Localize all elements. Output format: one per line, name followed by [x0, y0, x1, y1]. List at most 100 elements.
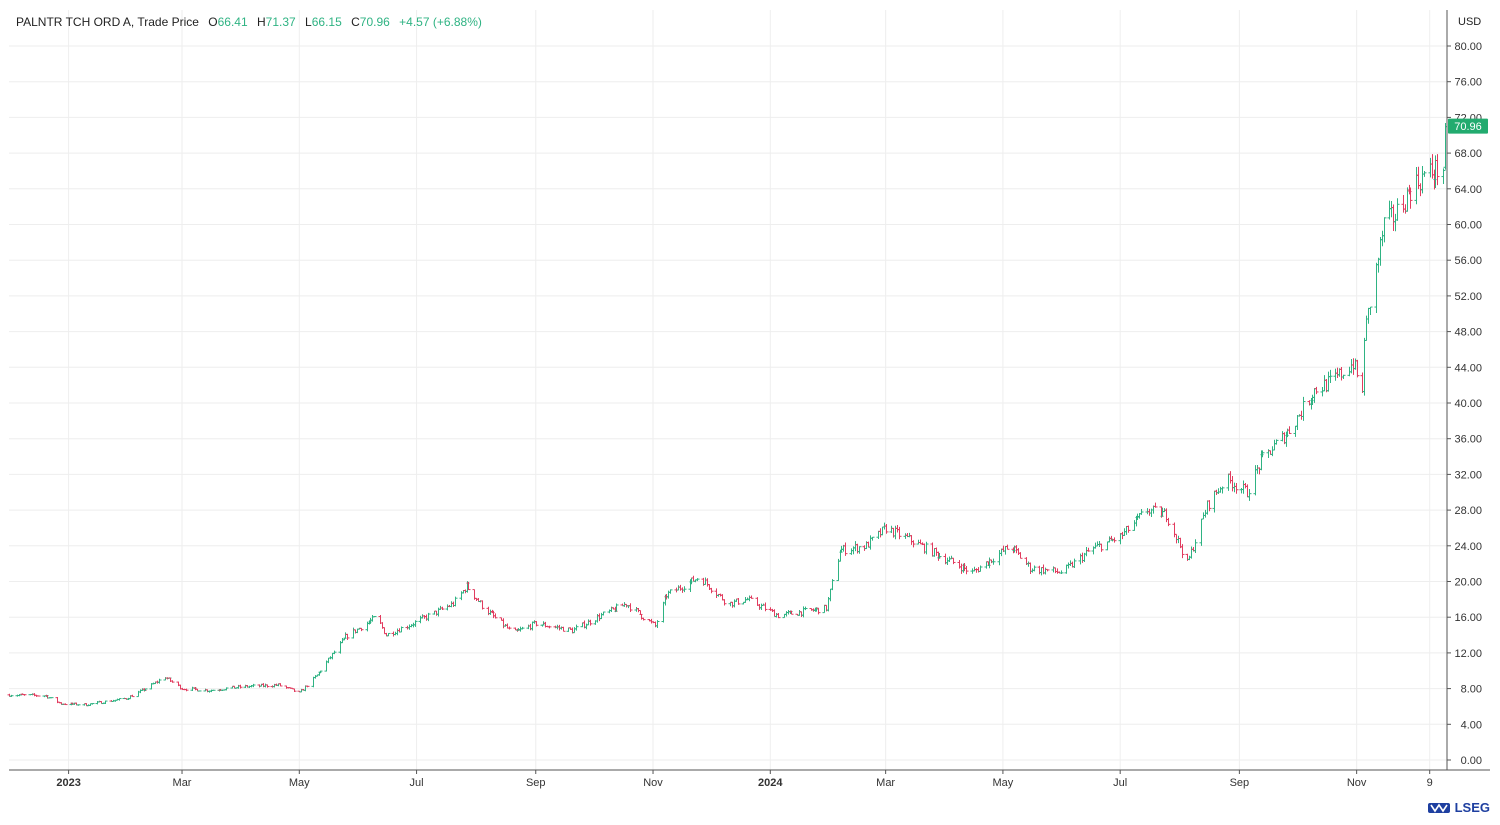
ohlc-bar [973, 567, 977, 571]
ohlc-bar [756, 597, 760, 606]
ohlc-bar [1406, 187, 1410, 211]
ohlc-bar [890, 526, 894, 533]
ohlc-bar [1208, 500, 1212, 511]
ohlc-bar [1004, 546, 1008, 555]
ohlc-bar [1281, 431, 1285, 441]
ohlc-bar [527, 625, 531, 630]
ohlc-bar [729, 602, 733, 606]
grid-lines [9, 10, 1447, 770]
ohlc-bar [1119, 533, 1123, 544]
ohlc-bar [1323, 375, 1327, 391]
ohlc-bar [931, 542, 935, 556]
ohlc-bar [896, 525, 900, 533]
ohlc-bar [279, 683, 283, 686]
ohlc-bar [400, 627, 404, 633]
ohlc-bar [314, 675, 318, 678]
ohlc-bar [1229, 471, 1233, 483]
ohlc-bar [904, 533, 908, 539]
ohlc-bar [331, 653, 335, 659]
open-value: 66.41 [218, 15, 248, 29]
ohlc-bar [1113, 537, 1117, 542]
ohlc-bar [529, 624, 533, 630]
ohlc-bar [1296, 415, 1300, 430]
open-label: O [208, 15, 217, 29]
ohlc-bar [804, 607, 808, 611]
ohlc-bar [1188, 556, 1192, 560]
ohlc-bar [654, 622, 658, 628]
ohlc-bar [548, 626, 552, 629]
y-tick-label: 0.00 [1461, 755, 1482, 767]
ohlc-bar [264, 684, 268, 688]
ohlc-bar [910, 535, 914, 545]
ohlc-bar [33, 693, 37, 696]
high-value: 71.37 [266, 15, 296, 29]
ohlc-bar [669, 589, 673, 593]
ohlc-bar [212, 690, 216, 691]
ohlc-bar [1033, 565, 1037, 571]
ohlc-bar [715, 588, 719, 598]
ohlc-bar [831, 579, 835, 590]
ohlc-bar [252, 684, 256, 687]
ohlc-bar [656, 620, 660, 628]
ohlc-bar [677, 585, 681, 590]
ohlc-bar [1275, 439, 1279, 444]
ohlc-bar [1244, 483, 1248, 488]
instrument-title: PALNTR TCH ORD A, Trade Price [16, 15, 199, 29]
ohlc-bar [696, 578, 700, 581]
ohlc-bar [1015, 545, 1019, 553]
ohlc-bar [573, 627, 577, 633]
x-tick-label: 2024 [758, 777, 783, 789]
ohlc-bar [239, 685, 243, 689]
ohlc-bar [710, 588, 714, 593]
ohlc-bar [869, 535, 873, 549]
high-label: H [257, 15, 266, 29]
ohlc-bar [23, 694, 27, 696]
y-tick-label: 40.00 [1454, 398, 1482, 410]
ohlc-bar [1329, 370, 1333, 383]
ohlc-bar [1334, 369, 1338, 381]
ohlc-bar [1046, 569, 1050, 571]
ohlc-bar [1200, 519, 1204, 546]
ohlc-bar [1154, 503, 1158, 508]
ohlc-bar [1246, 484, 1250, 497]
ohlc-bar [1383, 217, 1387, 242]
y-tick-label: 68.00 [1454, 148, 1482, 160]
ohlc-bar [1060, 570, 1064, 574]
ohlc-bar [1073, 559, 1077, 568]
ohlc-bar [731, 602, 735, 608]
ohlc-bar [998, 550, 1002, 565]
y-tick-label: 56.00 [1454, 255, 1482, 267]
ohlc-bar [341, 638, 345, 643]
ohlc-bar [1240, 488, 1244, 493]
y-tick-label: 60.00 [1454, 220, 1482, 232]
ohlc-bar [965, 566, 969, 574]
ohlc-bar [1217, 488, 1221, 494]
ohlc-bar [158, 679, 162, 684]
ohlc-bar [894, 526, 898, 540]
ohlc-bar [454, 597, 458, 607]
y-tick-label: 16.00 [1454, 612, 1482, 624]
ohlc-bar [800, 612, 804, 617]
ohlc-bar [769, 607, 773, 611]
y-tick-label: 32.00 [1454, 469, 1482, 481]
ohlc-bar [1219, 487, 1223, 493]
x-tick-label: May [993, 777, 1014, 789]
ohlc-bar [1300, 411, 1304, 420]
ohlc-bar [629, 603, 633, 612]
ohlc-bar [1231, 476, 1235, 491]
ohlc-bar [481, 600, 485, 609]
ohlc-bar [441, 607, 445, 610]
ohlc-bar [635, 607, 639, 612]
y-tick-label: 20.00 [1454, 577, 1482, 589]
ohlc-bar [1429, 158, 1433, 177]
ohlc-bar [1019, 552, 1023, 558]
ohlc-bar [898, 527, 902, 539]
ohlc-bar [306, 686, 310, 688]
ohlc-bar [935, 547, 939, 555]
last-price-label: 70.96 [1454, 121, 1482, 133]
low-label: L [305, 15, 312, 29]
ohlc-bar [1233, 483, 1237, 493]
ohlc-bar [1167, 518, 1171, 526]
